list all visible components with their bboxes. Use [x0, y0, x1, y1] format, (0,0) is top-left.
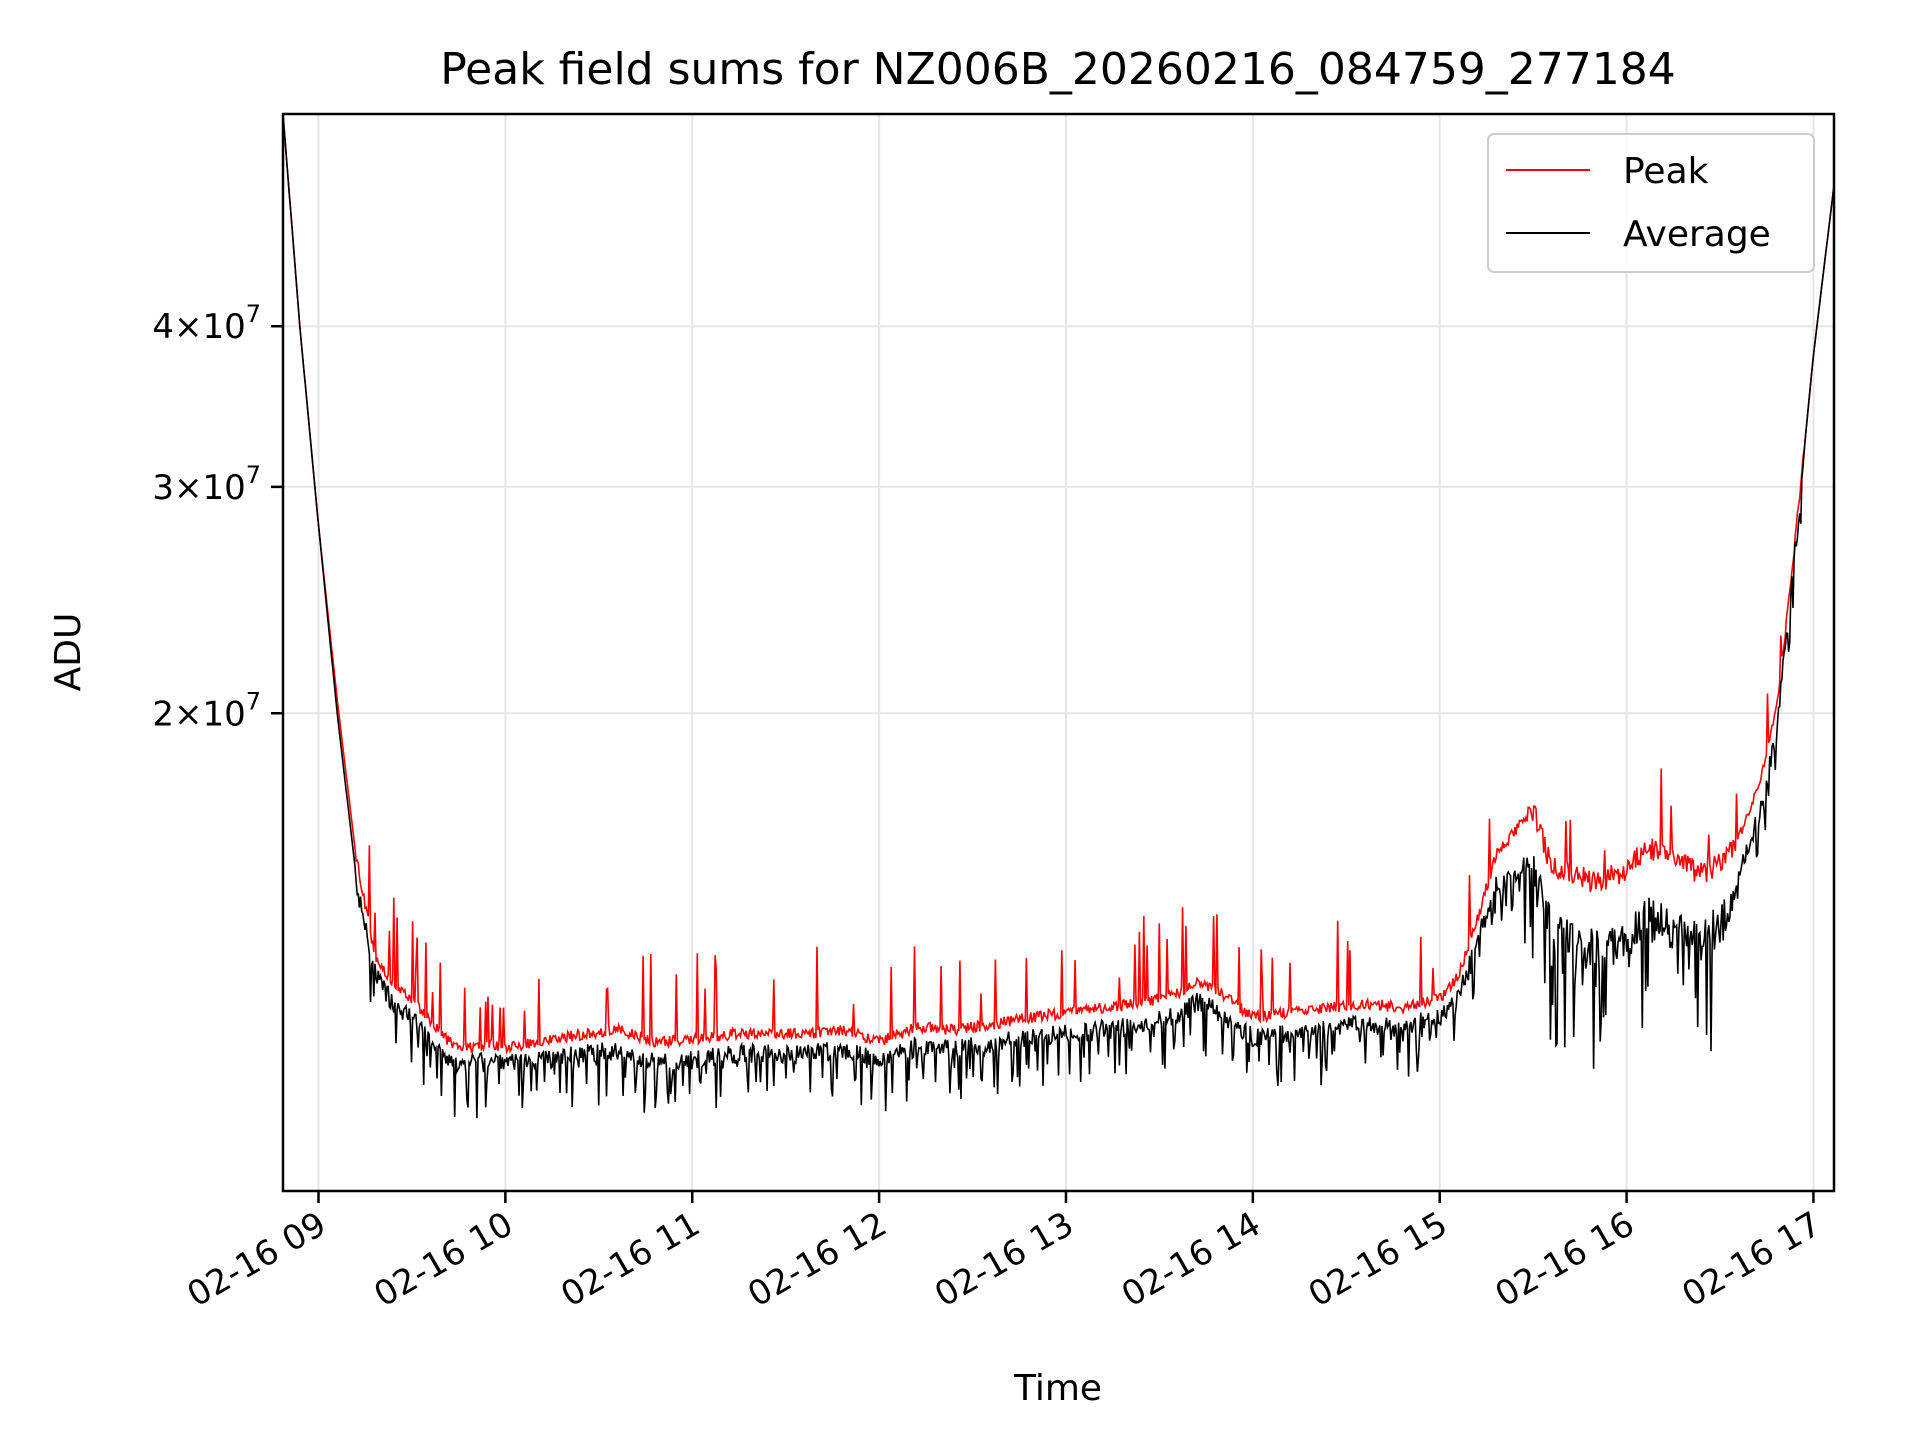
series-line-average: [282, 113, 1835, 1119]
y-axis-label: ADU: [48, 613, 89, 692]
y-tick-label: 2×107: [152, 687, 261, 734]
x-axis-label: Time: [1013, 1368, 1102, 1409]
legend: Peak Average: [1487, 133, 1815, 273]
y-axis: 2×107 3×107 4×107: [152, 300, 283, 734]
plot-frame: [281, 112, 1836, 1193]
series-line-peak: [282, 113, 1835, 1055]
chart-title: Peak field sums for NZ006B_20260216_0847…: [440, 44, 1676, 95]
series-layer: [282, 113, 1835, 1119]
legend-label-peak: Peak: [1623, 151, 1709, 192]
grid: [283, 114, 1834, 1191]
y-tick-label: 4×107: [152, 300, 261, 347]
legend-label-average: Average: [1623, 214, 1771, 255]
legend-box: [1487, 133, 1815, 273]
y-tick-label: 3×107: [152, 461, 261, 508]
